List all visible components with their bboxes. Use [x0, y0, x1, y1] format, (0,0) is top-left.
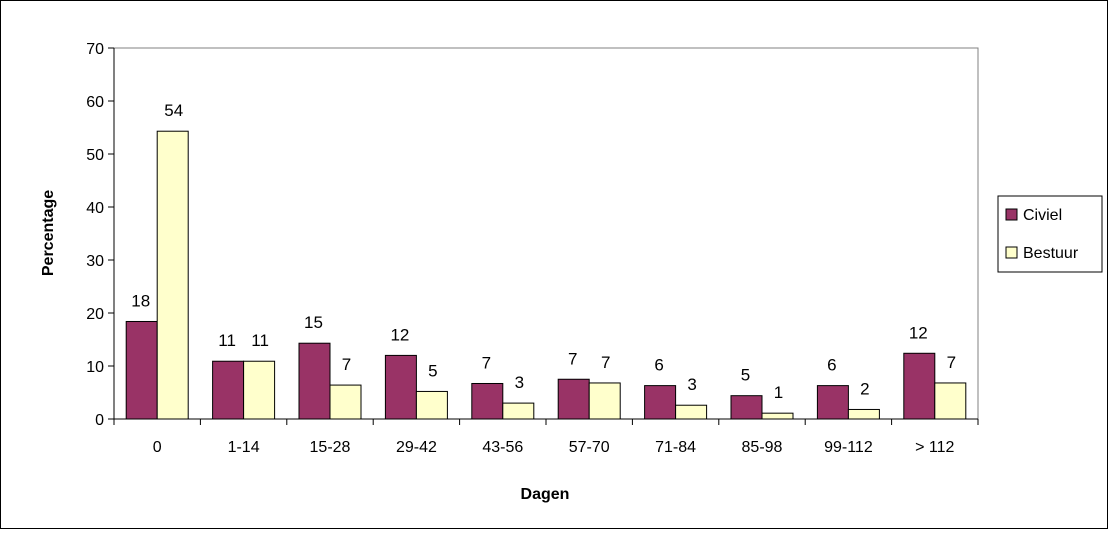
bar-bestuur[interactable]	[588, 382, 621, 420]
bar-bestuur[interactable]	[675, 404, 708, 420]
bar-civiel[interactable]	[471, 382, 504, 420]
y-axis: 0 10 20 30 40 50 60 70	[86, 41, 115, 429]
legend-label-civiel: Civiel	[1023, 207, 1062, 224]
data-label-bestuur: 3	[687, 375, 696, 394]
data-label-civiel: 7	[568, 349, 577, 368]
data-label-bestuur: 1	[774, 383, 783, 402]
bar-bestuur[interactable]	[329, 384, 362, 420]
y-tick-label: 70	[86, 41, 104, 58]
bar-civiel[interactable]	[298, 342, 331, 420]
bar-civiel[interactable]	[384, 354, 417, 420]
legend-label-bestuur: Bestuur	[1023, 245, 1079, 262]
bar-civiel[interactable]	[730, 395, 763, 420]
legend-swatch-civiel	[1005, 208, 1018, 221]
bar-bestuur[interactable]	[502, 402, 535, 420]
bar-civiel[interactable]	[644, 385, 677, 420]
bar-civiel[interactable]	[557, 378, 590, 420]
data-label-civiel: 5	[741, 366, 750, 385]
data-label-civiel: 11	[218, 331, 236, 350]
x-tick-label: 85-98	[742, 439, 783, 456]
x-tick-label: > 112	[915, 439, 954, 456]
y-tick-label: 60	[86, 94, 104, 111]
bars	[125, 130, 967, 420]
bar-civiel[interactable]	[212, 360, 245, 420]
bar-civiel[interactable]	[816, 385, 849, 420]
y-tick-label: 0	[95, 412, 104, 429]
data-label-bestuur: 7	[601, 353, 610, 372]
data-label-civiel: 18	[131, 291, 150, 310]
data-label-civiel: 6	[654, 356, 663, 375]
x-tick-label: 57-70	[569, 439, 610, 456]
y-tick-label: 20	[86, 306, 104, 323]
bar-bestuur[interactable]	[243, 360, 276, 420]
data-label-civiel: 15	[304, 313, 323, 332]
bar-civiel[interactable]	[903, 352, 936, 420]
bar-bestuur[interactable]	[847, 408, 880, 420]
x-tick-label: 71-84	[655, 439, 696, 456]
bar-civiel[interactable]	[125, 320, 158, 420]
x-tick-label: 29-42	[396, 439, 437, 456]
data-label-bestuur: 7	[947, 353, 956, 372]
data-label-bestuur: 54	[164, 101, 183, 120]
data-label-bestuur: 2	[860, 379, 869, 398]
y-tick-label: 40	[86, 200, 104, 217]
y-tick-label: 10	[86, 359, 104, 376]
legend-swatch-bestuur	[1005, 246, 1018, 259]
x-axis-title: Dagen	[521, 486, 570, 503]
data-label-bestuur: 5	[428, 361, 437, 380]
plot-area	[113, 47, 979, 420]
y-tick-label: 30	[86, 253, 104, 270]
x-tick-label: 1-14	[228, 439, 260, 456]
data-label-civiel: 7	[482, 353, 491, 372]
x-tick-label: 0	[153, 439, 162, 456]
data-label-bestuur: 3	[515, 373, 524, 392]
x-tick-label: 15-28	[310, 439, 351, 456]
x-tick-label: 43-56	[482, 439, 523, 456]
data-label-bestuur: 7	[342, 355, 351, 374]
bar-bestuur[interactable]	[156, 130, 189, 420]
x-axis: 0 1-14 15-28 29-42 43-56 57-70 71-84 85-98 99-11…	[113, 418, 979, 456]
bar-bestuur[interactable]	[415, 390, 448, 420]
data-label-civiel: 6	[827, 356, 836, 375]
data-label-civiel: 12	[909, 323, 928, 342]
data-label-bestuur: 11	[251, 331, 269, 350]
x-tick-label: 99-112	[824, 439, 873, 456]
bar-bestuur[interactable]	[761, 412, 794, 420]
bar-bestuur[interactable]	[934, 382, 967, 420]
legend[interactable]: Civiel Bestuur	[997, 195, 1103, 273]
y-tick-label: 50	[86, 147, 104, 164]
y-axis-title: Percentage	[40, 190, 57, 276]
data-label-civiel: 12	[390, 325, 409, 344]
